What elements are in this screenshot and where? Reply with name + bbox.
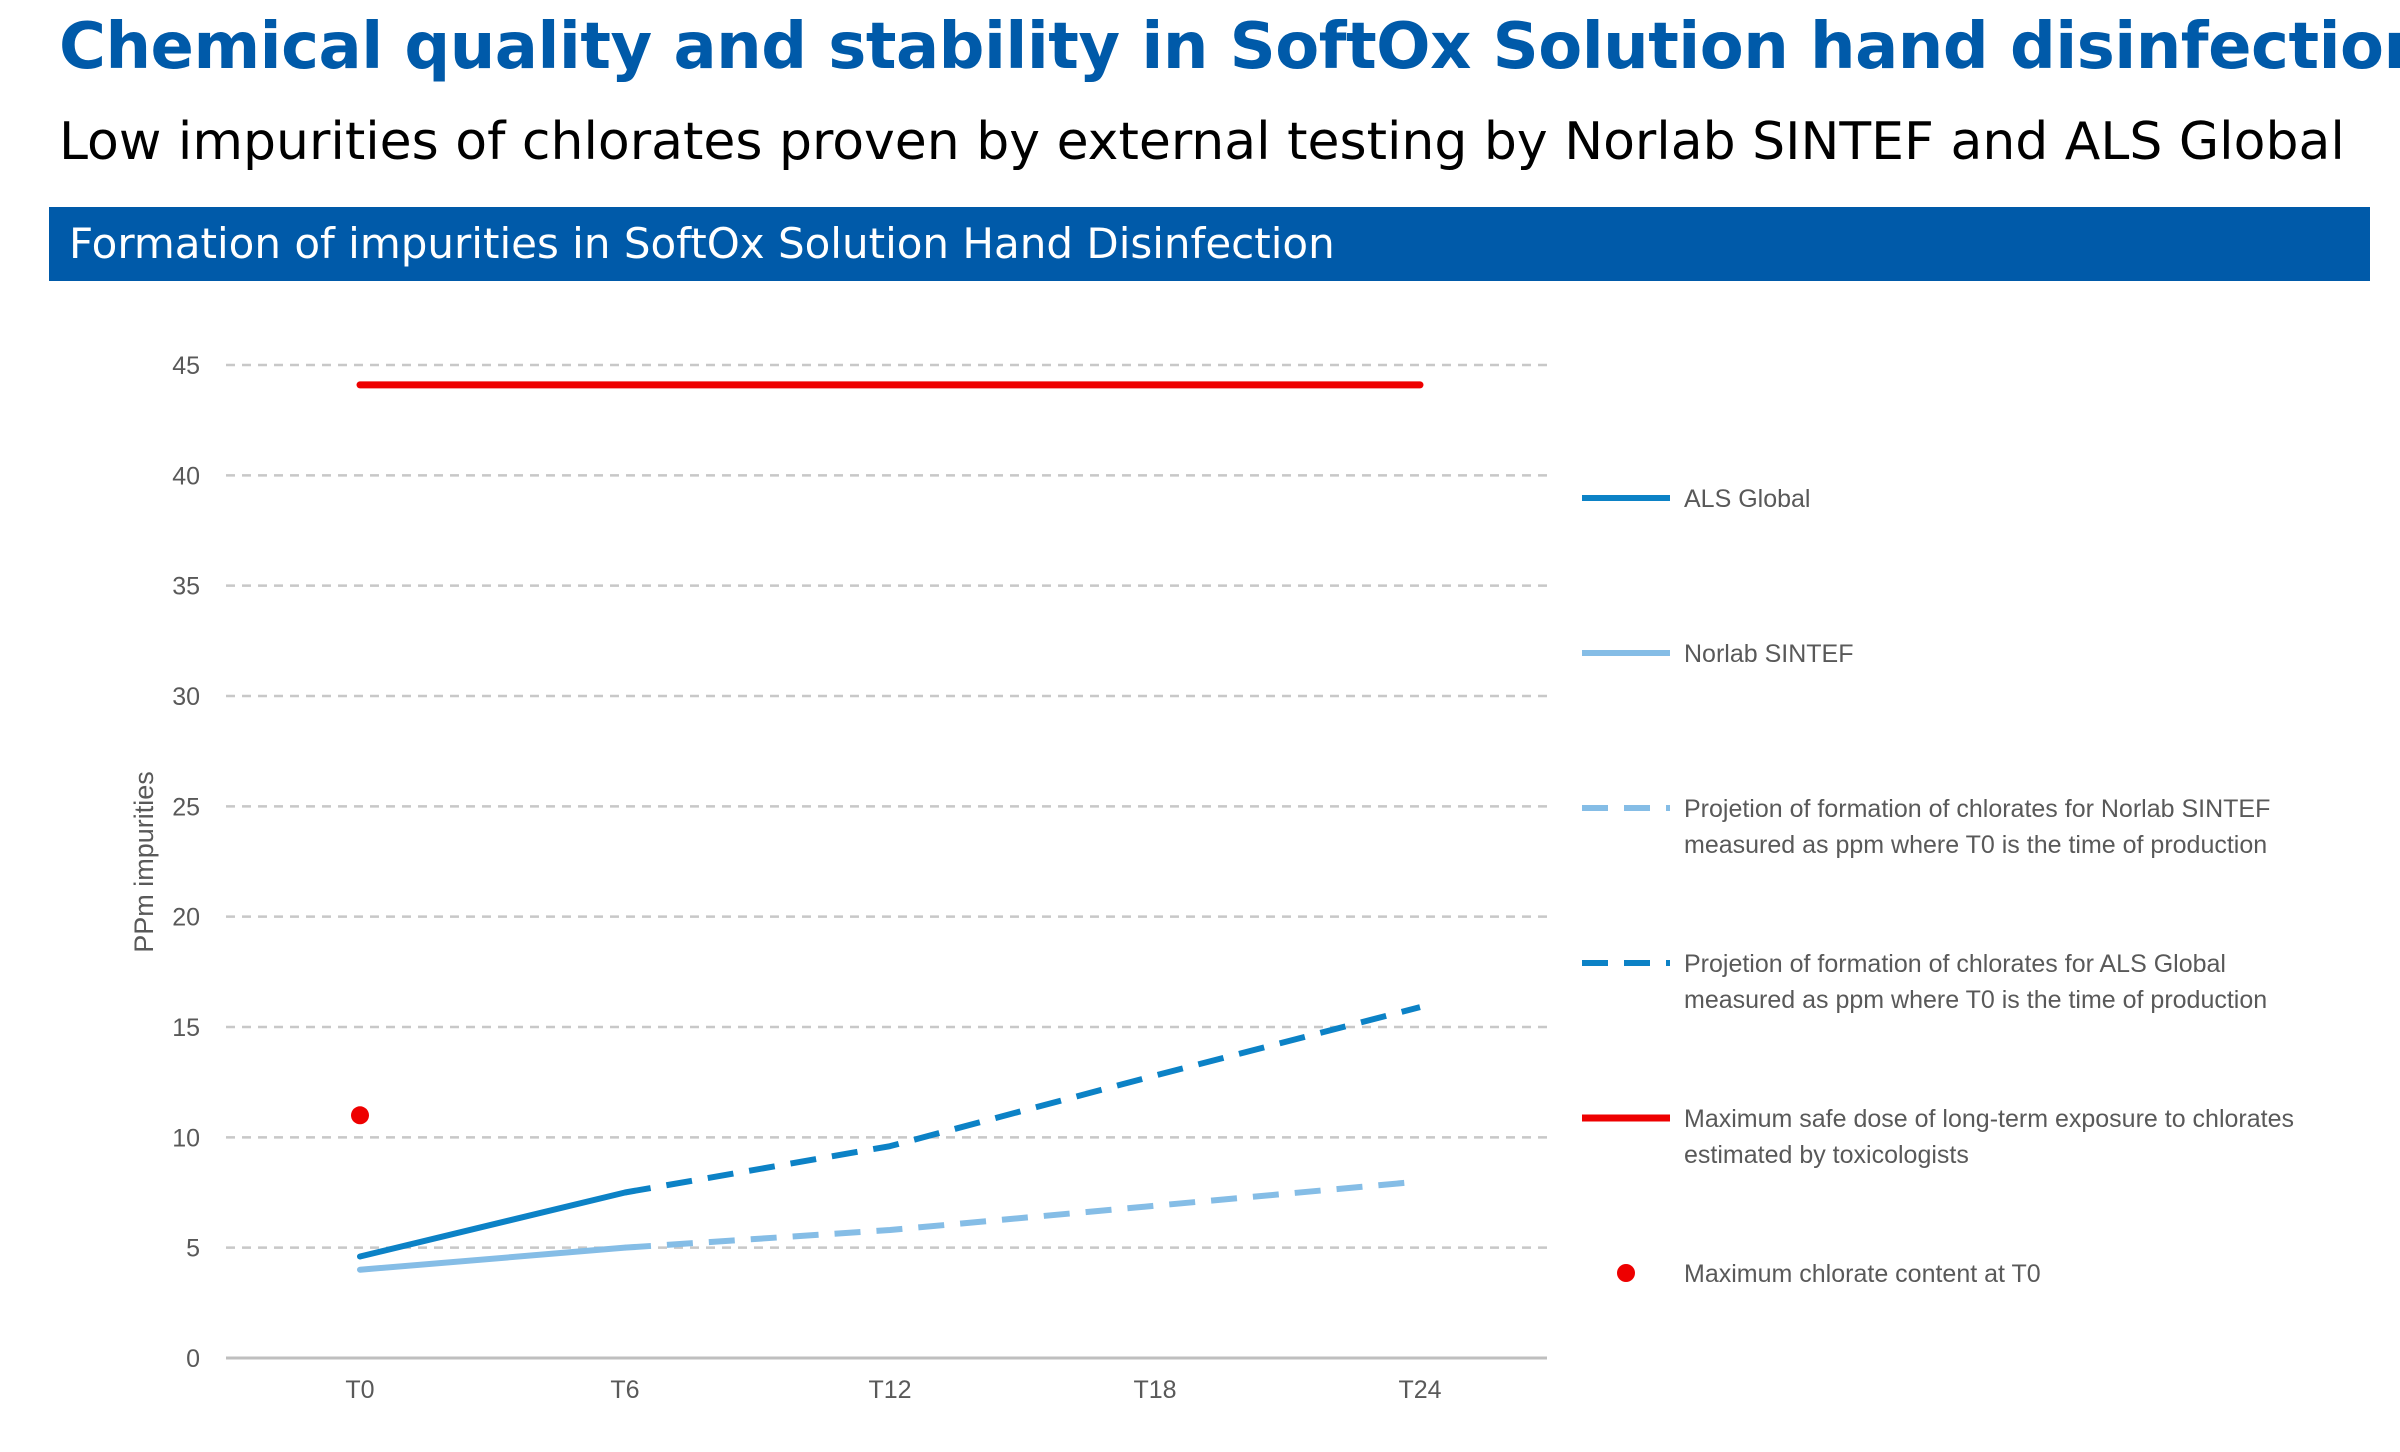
y-tick-label: 5: [186, 1235, 200, 1263]
x-tick-label: T0: [345, 1376, 374, 1404]
y-tick-label: 40: [172, 462, 200, 490]
x-tick-label: T6: [610, 1376, 639, 1404]
series-line-norlab_proj: [624, 1178, 1421, 1251]
y-tick-label: 35: [172, 573, 200, 601]
line-chart: 0 5 10 15 20 25 30 35 40 45 T0 T6 T12 T18 T24 PPm impur…: [129, 352, 2294, 1404]
chart-header-band: Formation of impurities in SoftOx Soluti…: [49, 207, 2370, 281]
legend-label-als: ALS Global: [1684, 485, 1810, 513]
y-tick-label: 25: [172, 793, 200, 821]
x-tick-label: T12: [868, 1376, 911, 1404]
series-point-t0max: [351, 1106, 369, 1125]
y-tick-label: 20: [172, 904, 200, 932]
y-tick-label: 0: [186, 1345, 200, 1373]
legend-label-norlab_proj: Projetion of formation of chlorates for …: [1684, 795, 2270, 823]
legend-label-norlab_proj: measured as ppm where T0 is the time of …: [1684, 831, 2267, 859]
y-axis-label: PPm impurities: [129, 771, 159, 953]
legend-marker-t0max: [1617, 1264, 1635, 1282]
page-title: Chemical quality and stability in SoftOx…: [59, 10, 2400, 84]
chart-header-title: Formation of impurities in SoftOx Soluti…: [69, 219, 1335, 268]
x-tick-label: T24: [1398, 1376, 1441, 1404]
y-tick-label: 45: [172, 352, 200, 380]
y-tick-label: 10: [172, 1124, 200, 1152]
legend-label-norlab: Norlab SINTEF: [1684, 640, 1853, 668]
legend-label-limit: estimated by toxicologists: [1684, 1141, 1969, 1169]
legend-label-t0max: Maximum chlorate content at T0: [1684, 1260, 2041, 1288]
series-line-als: [357, 1189, 628, 1260]
page-subtitle: Low impurities of chlorates proven by ex…: [59, 112, 2345, 172]
y-tick-label: 15: [172, 1014, 200, 1042]
series-line-als_proj: [624, 1004, 1421, 1196]
legend-label-als_proj: measured as ppm where T0 is the time of …: [1684, 986, 2267, 1014]
legend-label-als_proj: Projetion of formation of chlorates for …: [1684, 950, 2226, 978]
legend-label-limit: Maximum safe dose of long-term exposure …: [1684, 1105, 2294, 1133]
series-line-norlab: [357, 1244, 628, 1273]
x-tick-label: T18: [1133, 1376, 1176, 1404]
y-tick-label: 30: [172, 683, 200, 711]
